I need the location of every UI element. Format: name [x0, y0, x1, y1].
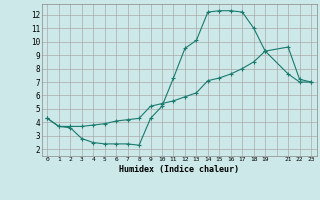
X-axis label: Humidex (Indice chaleur): Humidex (Indice chaleur): [119, 165, 239, 174]
